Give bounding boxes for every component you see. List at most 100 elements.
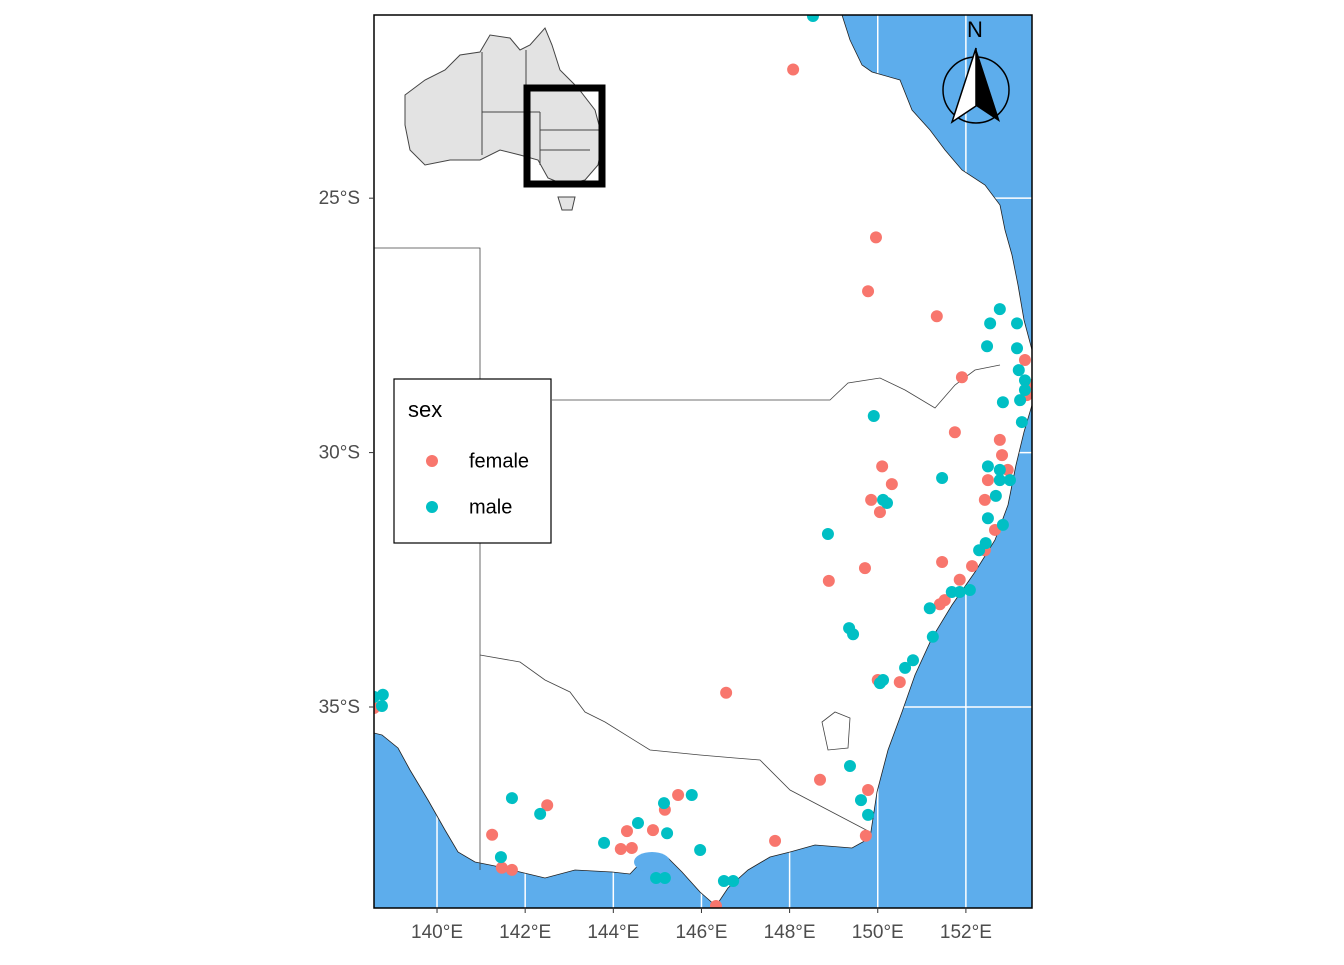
point (598, 836, 611, 849)
point (631, 817, 644, 830)
point (876, 460, 889, 473)
point (955, 371, 968, 384)
point (787, 63, 800, 76)
point (981, 474, 994, 487)
point (672, 789, 685, 802)
point (847, 628, 860, 641)
point (899, 661, 912, 674)
point (685, 789, 698, 802)
point (505, 863, 518, 876)
point (936, 555, 949, 568)
point (727, 875, 740, 888)
point (966, 560, 979, 573)
legend-title: sex (408, 397, 442, 422)
x-tick-label: 140°E (411, 922, 463, 943)
point (873, 677, 886, 690)
north-label: N (967, 17, 983, 42)
point (1003, 474, 1016, 487)
x-tick-label: 146°E (675, 922, 727, 943)
point (993, 474, 1006, 487)
border (821, 711, 851, 751)
point (650, 871, 663, 884)
point (806, 15, 819, 23)
point (862, 783, 875, 796)
point (862, 808, 875, 821)
legend-marker (426, 455, 438, 467)
border (374, 247, 481, 870)
legend: sex female male (393, 378, 552, 544)
legend-label: male (469, 496, 512, 518)
state-borders (374, 247, 1001, 870)
point (375, 699, 388, 712)
point (661, 827, 674, 840)
point (981, 460, 994, 473)
point (996, 396, 1009, 409)
point (657, 797, 670, 810)
panel-border (373, 14, 1033, 909)
point (989, 489, 1002, 502)
point (933, 598, 946, 611)
point (869, 231, 882, 244)
point (981, 512, 994, 525)
point (1011, 317, 1024, 330)
x-tick-label: 144°E (587, 922, 639, 943)
legend-label: female (469, 450, 529, 472)
point (953, 573, 966, 586)
point (926, 630, 939, 643)
point (1012, 364, 1025, 377)
inset-tasmania (557, 196, 576, 211)
point (996, 518, 1009, 531)
point (858, 562, 871, 575)
point (625, 841, 638, 854)
north-arrow: N (942, 17, 1010, 124)
point (854, 794, 867, 807)
point (923, 602, 936, 615)
point (953, 586, 966, 599)
point (930, 310, 943, 323)
point (873, 506, 886, 519)
point (978, 493, 991, 506)
point (694, 843, 707, 856)
y-tick-label: 25°S (319, 188, 360, 209)
point (620, 825, 633, 838)
x-tick-label: 148°E (764, 922, 816, 943)
point (862, 285, 875, 298)
point (486, 828, 499, 841)
point (1018, 374, 1031, 387)
point (720, 686, 733, 699)
x-tick-label: 150°E (852, 922, 904, 943)
point (881, 496, 894, 509)
point (541, 799, 554, 812)
point (865, 493, 878, 506)
point (1018, 353, 1031, 366)
point (996, 449, 1009, 462)
point (948, 426, 961, 439)
point (495, 861, 508, 874)
point (963, 583, 976, 596)
point (494, 851, 507, 864)
point (936, 472, 949, 485)
point (1018, 384, 1031, 397)
point (814, 773, 827, 786)
point (1014, 394, 1027, 407)
point (981, 340, 994, 353)
point (993, 433, 1006, 446)
point (859, 829, 872, 842)
y-tick-label: 30°S (319, 443, 360, 464)
point (979, 537, 992, 550)
point (893, 676, 906, 689)
point (614, 842, 627, 855)
legend-box (393, 378, 552, 544)
point (505, 792, 518, 805)
point (984, 317, 997, 330)
x-tick-label: 152°E (940, 922, 992, 943)
point (867, 409, 880, 422)
compass-right (976, 48, 1000, 122)
point (769, 834, 782, 847)
point (993, 303, 1006, 316)
point (843, 760, 856, 773)
border (479, 654, 871, 833)
point (376, 688, 389, 701)
point (821, 528, 834, 541)
point (658, 871, 671, 884)
